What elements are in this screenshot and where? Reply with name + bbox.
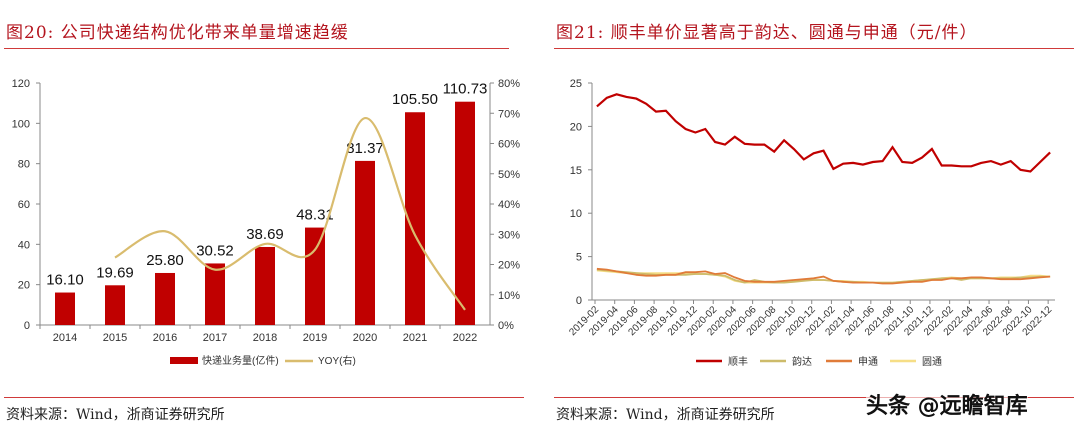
right-y-tick-label: 50% [498, 169, 520, 181]
bar [305, 227, 325, 325]
bar-data-label: 81.37 [346, 140, 384, 157]
x-tick-label: 2021 [403, 332, 427, 344]
bar-data-label: 16.10 [46, 272, 84, 289]
right-y-tick-label: 80% [498, 78, 520, 90]
right-chart-title: 图21: 顺丰单价显著高于韵达、圆通与申通（元/件） [556, 23, 978, 43]
left-title-rule [4, 48, 509, 49]
left-y-tick-label: 120 [12, 78, 30, 90]
right-source: 资料来源：Wind，浙商证券研究所 [556, 407, 775, 423]
bar-data-label: 110.73 [443, 81, 488, 98]
bar [105, 285, 125, 325]
right-y-tick-label: 10% [498, 290, 520, 302]
right-y-tick-label: 40% [498, 199, 520, 211]
bar [355, 160, 375, 325]
left-y-tick-label: 80 [18, 159, 30, 171]
left-y-tick-label: 100 [12, 118, 30, 130]
right-title-rule [554, 48, 1074, 49]
series-line-0 [596, 93, 1051, 173]
bar-data-label: 30.52 [196, 242, 234, 259]
y-tick-label: 0 [576, 295, 582, 307]
bar-data-label: 48.31 [296, 207, 334, 224]
legend-label-volume: 快递业务量(亿件) [202, 354, 279, 367]
x-tick-label: 2017 [203, 332, 227, 344]
y-tick-label: 25 [570, 78, 582, 90]
left-y-tick-label: 0 [24, 320, 30, 332]
right-y-tick-label: 60% [498, 139, 520, 151]
y-tick-label: 15 [570, 165, 582, 177]
right-y-tick-label: 0% [498, 320, 514, 332]
y-tick-label: 20 [570, 121, 582, 133]
legend-label: 顺丰 [728, 355, 748, 368]
right-y-tick-label: 70% [498, 108, 520, 120]
bar-data-label: 19.69 [96, 264, 134, 281]
legend-label: 圆通 [922, 356, 942, 368]
watermark: 头条 @远瞻智库 [866, 388, 1028, 420]
right-y-tick-label: 30% [498, 229, 520, 241]
right-source-rule [554, 397, 1074, 398]
left-y-tick-label: 20 [18, 280, 30, 292]
bar [155, 272, 175, 325]
y-tick-label: 5 [576, 252, 582, 264]
legend-swatch-volume [170, 357, 198, 364]
x-tick-label: 2019 [303, 332, 327, 344]
y-tick-label: 10 [570, 208, 582, 220]
x-tick-label: 2020 [353, 332, 377, 344]
bar [205, 263, 225, 325]
bar-data-label: 105.50 [392, 91, 438, 108]
x-tick-label: 2014 [53, 332, 77, 344]
legend-label-yoy: YOY(右) [318, 354, 356, 367]
x-tick-label: 2016 [153, 332, 177, 344]
bar [255, 246, 275, 325]
left-y-tick-label: 60 [18, 199, 30, 211]
left-source-rule [4, 397, 524, 398]
bar-data-label: 38.69 [246, 226, 284, 243]
bar [55, 292, 75, 325]
left-chart-title: 图20: 公司快递结构优化带来单量增速趋缓 [6, 23, 349, 43]
legend-label: 申通 [858, 355, 878, 368]
bar [455, 101, 475, 326]
left-source: 资料来源：Wind，浙商证券研究所 [6, 407, 225, 423]
bar [405, 112, 425, 325]
series-line-2 [596, 267, 1051, 285]
bar-data-label: 25.80 [146, 252, 184, 269]
x-tick-label: 2018 [253, 332, 277, 344]
legend-label: 韵达 [792, 355, 812, 368]
x-tick-label: 2022 [453, 332, 477, 344]
x-tick-label: 2015 [103, 332, 127, 344]
left-y-tick-label: 40 [18, 239, 30, 251]
right-y-tick-label: 20% [498, 260, 520, 272]
